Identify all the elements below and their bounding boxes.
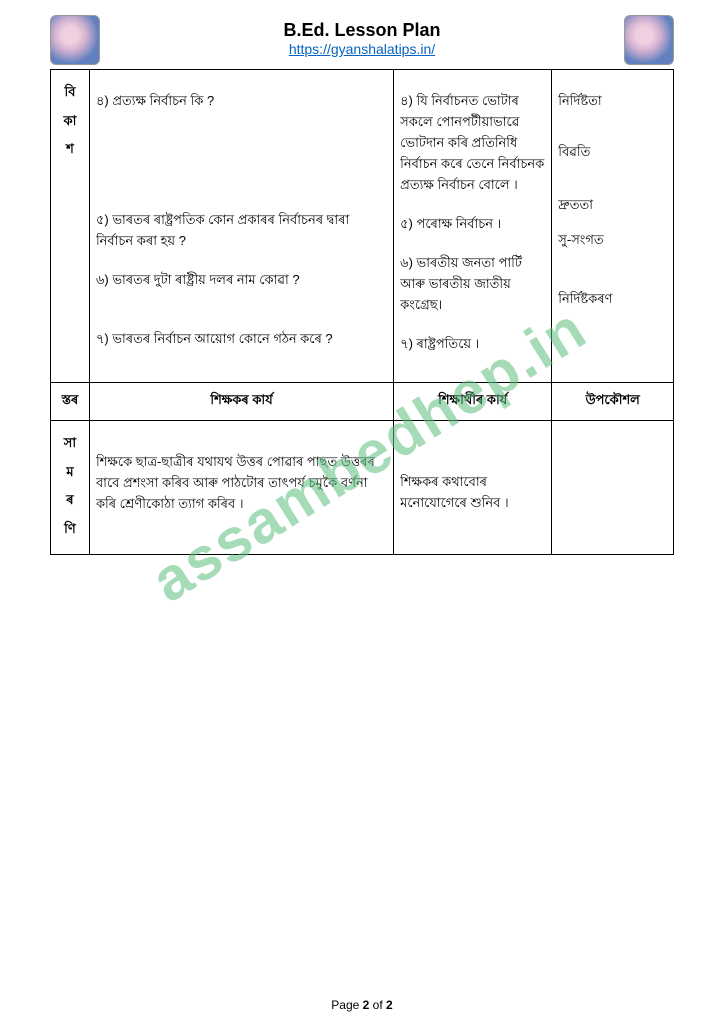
answer-text: ৪) যি নিৰ্বাচনত ভোটাৰ সকলে পোনপটীয়াভাৱে… (400, 92, 545, 197)
question-text: ৫) ভাৰতৰ ৰাষ্ট্ৰপতিক কোন প্ৰকাৰৰ নিৰ্বাচ… (96, 211, 387, 253)
page-title: B.Ed. Lesson Plan (283, 20, 440, 41)
logo-right (624, 15, 674, 65)
page-header: B.Ed. Lesson Plan https://gyanshalatips.… (50, 20, 674, 59)
footer-total-pages: 2 (386, 998, 393, 1012)
label-char: ণি (57, 515, 83, 544)
section-samaroni-row: সা ম ৰ ণি শিক্ষকে ছাত্ৰ-ছাত্ৰীৰ যথাযথ উত… (51, 421, 674, 555)
header-strategy: উপকৌশল (552, 383, 674, 421)
remark-text: দ্ৰুততা (558, 196, 667, 217)
answer-text: ৭) ৰাষ্ট্ৰপতিয়ে । (400, 335, 545, 356)
lesson-table: বি কা শ ৪) প্ৰত্যক্ষ নিৰ্বাচন কি ? ৫) ভা… (50, 69, 674, 555)
header-text-block: B.Ed. Lesson Plan https://gyanshalatips.… (283, 20, 440, 59)
remark-text: নিৰ্দিষ্টকৰণ (558, 290, 667, 311)
remarks-cell: নিৰ্দিষ্টতা বিৱতি দ্ৰুততা সু-সংগত নিৰ্দি… (552, 70, 674, 383)
answer-text: ৫) পৰোক্ষ নিৰ্বাচন । (400, 215, 545, 236)
header-level: স্তৰ (51, 383, 90, 421)
strategy-cell (552, 421, 674, 555)
label-char: কা (57, 107, 83, 136)
footer-sep: of (369, 998, 386, 1012)
mid-header-row: স্তৰ শিক্ষকৰ কাৰ্য শিক্ষাৰ্থীৰ কাৰ্য উপক… (51, 383, 674, 421)
answer-text: ৬) ভাৰতীয় জনতা পাৰ্টি আৰু ভাৰতীয় জাতীয… (400, 254, 545, 317)
remark-text: সু-সংগত (558, 231, 667, 252)
page-footer: Page 2 of 2 (0, 998, 724, 1012)
label-char: ৰ (57, 486, 83, 515)
student-answers-cell: ৪) যি নিৰ্বাচনত ভোটাৰ সকলে পোনপটীয়াভাৱে… (394, 70, 552, 383)
footer-prefix: Page (331, 998, 362, 1012)
student-activity-text: শিক্ষকৰ কথাবোৰ মনোযোগেৰে শুনিব । (400, 473, 545, 515)
question-text: ৪) প্ৰত্যক্ষ নিৰ্বাচন কি ? (96, 92, 387, 113)
section-label-bikash: বি কা শ (51, 70, 90, 383)
section-label-samaroni: সা ম ৰ ণি (51, 421, 90, 555)
site-url-link[interactable]: https://gyanshalatips.in/ (289, 41, 435, 57)
label-char: শ (57, 135, 83, 164)
teacher-questions-cell: ৪) প্ৰত্যক্ষ নিৰ্বাচন কি ? ৫) ভাৰতৰ ৰাষ্… (89, 70, 393, 383)
teacher-activity-text: শিক্ষকে ছাত্ৰ-ছাত্ৰীৰ যথাযথ উত্তৰ পোৱাৰ … (96, 453, 387, 516)
header-student: শিক্ষাৰ্থীৰ কাৰ্য (394, 383, 552, 421)
remark-text: নিৰ্দিষ্টতা বিৱতি (558, 92, 667, 164)
section-bikash-row: বি কা শ ৪) প্ৰত্যক্ষ নিৰ্বাচন কি ? ৫) ভা… (51, 70, 674, 383)
teacher-activity-cell: শিক্ষকে ছাত্ৰ-ছাত্ৰীৰ যথাযথ উত্তৰ পোৱাৰ … (89, 421, 393, 555)
question-text: ৭) ভাৰতৰ নিৰ্বাচন আয়োগ কোনে গঠন কৰে ? (96, 330, 387, 351)
student-activity-cell: শিক্ষকৰ কথাবোৰ মনোযোগেৰে শুনিব । (394, 421, 552, 555)
label-char: সা (57, 429, 83, 458)
logo-left (50, 15, 100, 65)
question-text: ৬) ভাৰতৰ দুটা ৰাষ্ট্ৰীয় দলৰ নাম কোৱা ? (96, 271, 387, 292)
label-char: ম (57, 458, 83, 487)
header-teacher: শিক্ষকৰ কাৰ্য (89, 383, 393, 421)
label-char: বি (57, 78, 83, 107)
